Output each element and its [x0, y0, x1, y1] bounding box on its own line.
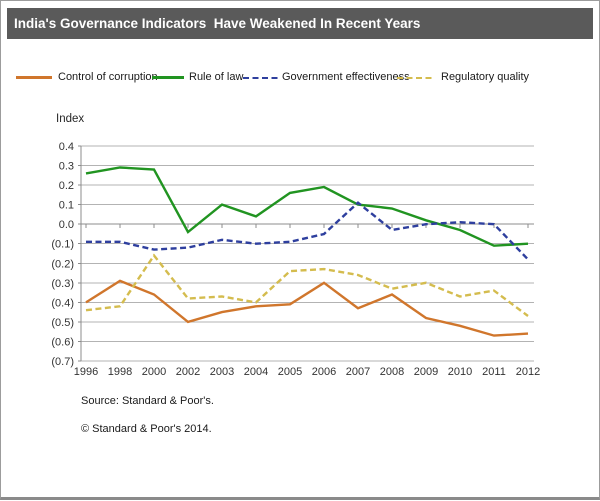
legend-label-control-of-corruption: Control of corruption: [58, 71, 158, 83]
legend-swatch-government-effectiveness: [243, 76, 278, 79]
y-tick-label: 0.1: [59, 200, 74, 212]
x-tick-label: 1996: [74, 366, 98, 378]
y-tick-label: (0.4): [51, 297, 74, 309]
y-tick-label: (0.7): [51, 356, 74, 368]
y-axis-title: Index: [56, 113, 85, 125]
x-tick-label: 2011: [482, 366, 506, 378]
x-tick-label: 2003: [210, 366, 234, 378]
x-tick-label: 2005: [278, 366, 302, 378]
y-tick-label: (0.6): [51, 336, 74, 348]
legend-swatch-regulatory-quality: [397, 76, 435, 79]
y-tick-label: (0.2): [51, 258, 74, 270]
y-tick-label: (0.5): [51, 317, 74, 329]
x-tick-label: 2012: [516, 366, 540, 378]
series-line-regulatory-quality: [85, 253, 529, 317]
y-tick-label: (0.3): [51, 278, 74, 290]
x-tick-label: 2002: [176, 366, 200, 378]
x-tick-label: 2006: [312, 366, 336, 378]
y-tick-label: (0.1): [51, 239, 74, 251]
source-note: Source: Standard & Poor's.: [81, 395, 214, 407]
page-title: India's Governance Indicators Have Weake…: [14, 16, 421, 31]
series-line-control-of-corruption: [85, 279, 529, 337]
x-tick-label: 2010: [448, 366, 472, 378]
legend-label-government-effectiveness: Government effectiveness: [282, 71, 410, 83]
series-line-rule-of-law: [85, 166, 529, 247]
legend-swatch-rule-of-law: [152, 76, 184, 79]
legend-label-rule-of-law: Rule of law: [189, 71, 244, 83]
legend: Control of corruption Rule of law Govern…: [1, 67, 600, 91]
y-tick-label: 0.0: [59, 219, 74, 231]
legend-label-regulatory-quality: Regulatory quality: [441, 71, 530, 83]
x-tick-label: 2004: [244, 366, 268, 378]
y-tick-label: 0.3: [59, 161, 74, 173]
y-tick-label: 0.4: [59, 141, 74, 153]
series-line-government-effectiveness: [86, 201, 529, 261]
title-bar: India's Governance Indicators Have Weake…: [7, 8, 593, 39]
x-tick-label: 2000: [142, 366, 166, 378]
x-tick-label: 1998: [108, 366, 132, 378]
legend-swatch-control-of-corruption: [16, 76, 52, 79]
x-tick-label: 2007: [346, 366, 370, 378]
x-tick-label: 2009: [414, 366, 438, 378]
copyright-note: © Standard & Poor's 2014.: [81, 423, 212, 435]
x-tick-label: 2008: [380, 366, 404, 378]
y-tick-label: 0.2: [59, 180, 74, 192]
